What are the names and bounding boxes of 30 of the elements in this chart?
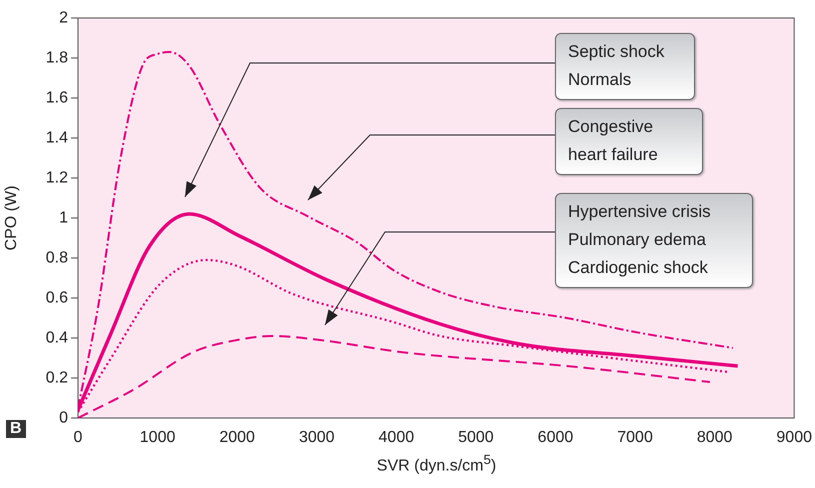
x-tick-label: 4000 xyxy=(378,429,414,446)
y-tick-label: 0.2 xyxy=(46,369,68,386)
x-tick-label: 7000 xyxy=(617,429,653,446)
x-tick-label: 9000 xyxy=(776,429,812,446)
callout-box: Congestive heart failure xyxy=(555,108,703,175)
text: B xyxy=(6,420,26,438)
x-tick-label: 8000 xyxy=(696,429,733,446)
y-tick-label: 0.4 xyxy=(46,329,68,346)
y-tick-label: 1.6 xyxy=(46,89,68,106)
y-axis-title: CPO (W) xyxy=(3,186,20,250)
x-tick-label: 0 xyxy=(74,429,83,446)
x-axis-title: SVR (dyn.s/cm$^{5}$) xyxy=(376,452,498,476)
x-tick-label: 5000 xyxy=(458,429,494,446)
callout-box: Hypertensive crisis Pulmonary edema Cardiogenic shock xyxy=(555,193,753,288)
x-tick-label: 2000 xyxy=(219,429,256,446)
y-tick-label: 0 xyxy=(59,409,68,426)
y-tick-label: 2 xyxy=(59,9,68,26)
annotation: Septic shock Normals xyxy=(568,42,664,89)
annotation: Congestive heart failure xyxy=(568,117,658,164)
y-tick-label: 1.8 xyxy=(46,49,68,66)
y-tick-label: 1.4 xyxy=(46,129,68,146)
x-tick-label: 6000 xyxy=(538,429,574,446)
y-tick-label: 1 xyxy=(59,209,68,226)
x-tick-label: 3000 xyxy=(298,429,335,446)
y-tick-label: 0.8 xyxy=(46,249,68,266)
x-tick-label: 1000 xyxy=(140,429,176,446)
y-tick-label: 0.6 xyxy=(46,289,68,306)
annotation: Hypertensive crisis Pulmonary edema Cardiogenic shock xyxy=(568,202,711,277)
callout-box: Septic shock Normals xyxy=(555,33,695,100)
y-tick-label: 1.2 xyxy=(46,169,68,186)
